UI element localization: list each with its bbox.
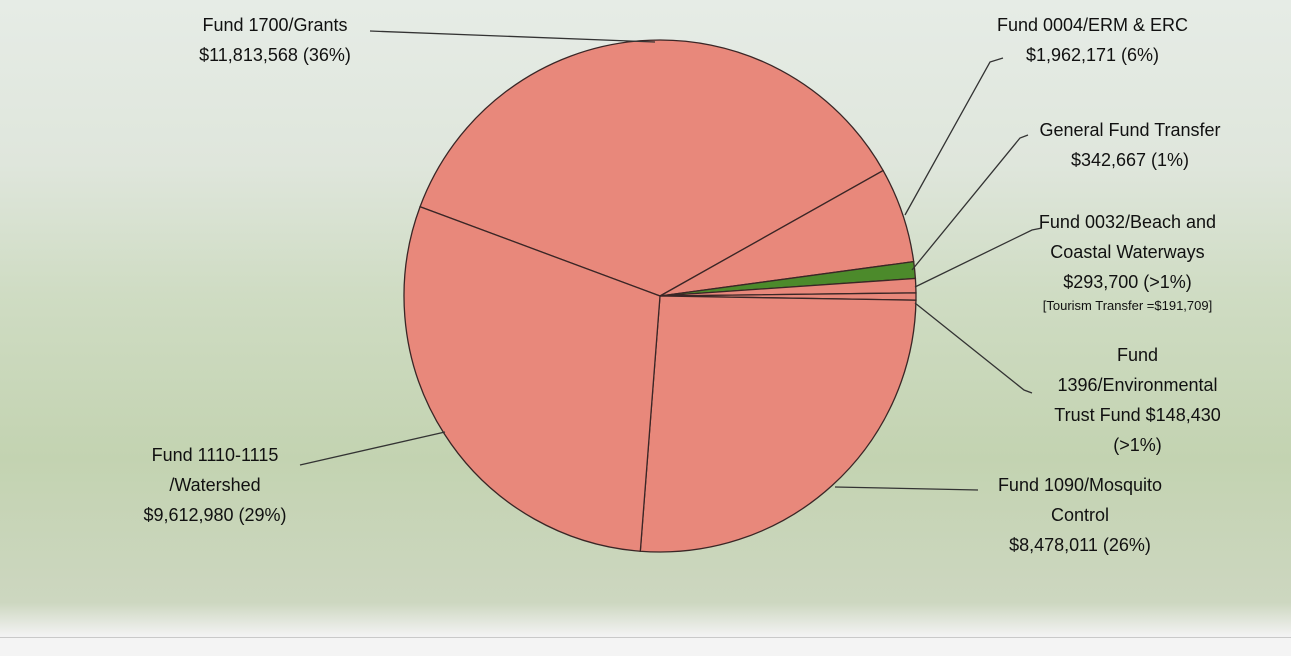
slice-label: Fund 1396/Environmental Trust Fund $148,… <box>1040 340 1235 460</box>
pie <box>403 39 917 553</box>
leader-line <box>369 30 656 43</box>
category-label: Fund 1396/Environmental Trust Fund <box>1054 345 1218 425</box>
leader-line <box>904 57 1004 216</box>
leader-line <box>834 486 979 491</box>
pie-slice <box>403 205 661 552</box>
annotation: [Tourism Transfer =$191,709] <box>1042 298 1213 313</box>
leader-line <box>299 431 446 466</box>
pie-slice <box>639 295 917 553</box>
category-label: Fund 0032/Beach and Coastal Waterways <box>1038 212 1217 262</box>
category-label: Fund 1110-1115 /Watershed <box>151 445 279 495</box>
value-label: $293,700 (>1%) <box>1063 272 1192 292</box>
value-label: $8,478,011 (26%) <box>1009 535 1151 555</box>
category-label: Fund 1700/Grants <box>202 15 348 35</box>
category-label: General Fund Transfer <box>1039 120 1221 140</box>
slice-label: General Fund Transfer $342,667 (1%) <box>1010 115 1250 175</box>
leader-line <box>911 134 1029 271</box>
slice-label: Fund 0004/ERM & ERC $1,962,171 (6%) <box>970 10 1215 70</box>
leader-line <box>914 302 1033 394</box>
slice-label: Fund 1090/Mosquito Control $8,478,011 (2… <box>975 470 1185 560</box>
value-label: $148,430 (>1%) <box>1113 405 1221 455</box>
footer-strip <box>0 637 1291 656</box>
value-label: $1,962,171 (6%) <box>1025 45 1160 65</box>
slice-label: Fund 0032/Beach and Coastal Waterways $2… <box>1020 207 1235 315</box>
category-label: Fund 1090/Mosquito Control <box>997 475 1163 525</box>
leader-line <box>914 227 1043 288</box>
value-label: $11,813,568 (36%) <box>199 45 351 65</box>
value-label: $342,667 (1%) <box>1070 150 1190 170</box>
slice-label: Fund 1700/Grants $11,813,568 (36%) <box>160 10 390 70</box>
category-label: Fund 0004/ERM & ERC <box>996 15 1189 35</box>
value-label: $9,612,980 (29%) <box>143 505 287 525</box>
slice-label: Fund 1110-1115 /Watershed $9,612,980 (29… <box>115 440 315 530</box>
